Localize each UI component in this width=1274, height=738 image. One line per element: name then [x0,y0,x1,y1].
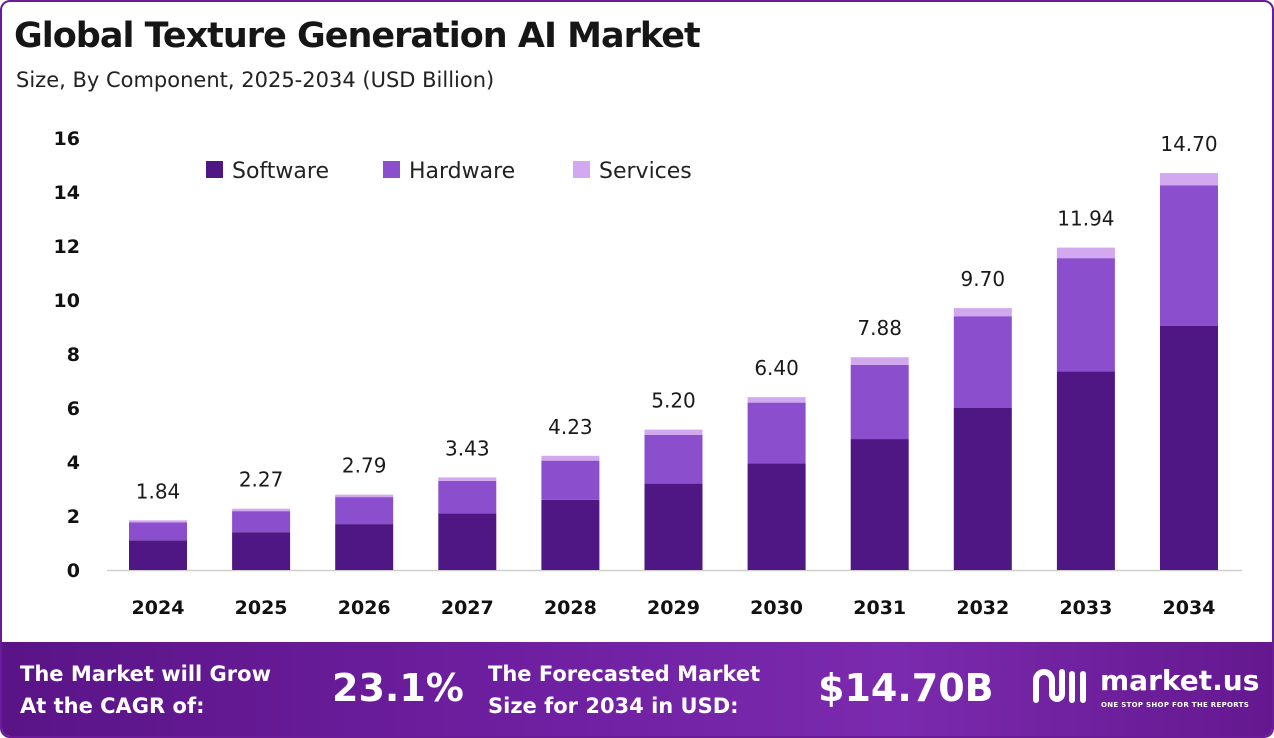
x-tick-label-2025: 2025 [235,597,288,619]
cagr-label: The Market will Grow At the CAGR of: [20,658,271,722]
total-label-2029: 5.20 [651,389,696,413]
legend-label-software: Software [232,159,329,184]
forecast-value: $14.70B [818,666,994,710]
market-us-logo-icon [1033,669,1086,703]
bar-hardware-2029 [644,435,703,484]
total-label-2028: 4.23 [548,415,593,439]
bar-hardware-2031 [850,364,909,440]
y-tick-label: 14 [54,182,80,204]
bar-services-2033 [1056,247,1115,259]
bar-services-2027 [438,477,497,481]
bar-software-2024 [129,540,187,570]
total-label-2025: 2.27 [239,468,284,492]
x-tick-label-2028: 2028 [544,597,597,619]
legend-swatch-services [573,161,590,178]
cagr-label-line2: At the CAGR of: [20,694,205,718]
total-label-2030: 6.40 [754,356,799,380]
chart-title: Global Texture Generation AI Market [14,16,701,56]
y-tick-label: 10 [54,290,80,312]
total-label-2031: 7.88 [857,316,902,340]
x-tick-label-2034: 2034 [1163,597,1216,619]
bar-software-2034 [1160,325,1218,570]
bar-software-2032 [953,408,1012,570]
y-tick-label: 6 [67,398,80,420]
forecast-label: The Forecasted Market Size for 2034 in U… [488,658,760,722]
bar-software-2028 [541,499,600,570]
cagr-value: 23.1% [332,666,464,710]
bar-software-2030 [747,463,806,570]
bar-software-2026 [335,524,394,570]
bar-services-2025 [232,508,291,512]
x-tick-label-2026: 2026 [338,597,391,619]
y-tick-label: 8 [67,344,80,366]
x-tick-label-2030: 2030 [750,597,803,619]
y-tick-label: 12 [54,236,80,258]
total-label-2032: 9.70 [961,267,1006,291]
bar-hardware-2030 [747,402,806,464]
bar-software-2033 [1056,371,1115,570]
stacked-bar-chart: 0 2 4 6 8 10 12 14 16 1.84 2024 2.27 2025 2.79 2026 3.4… [54,128,1242,619]
bar-hardware-2033 [1056,258,1115,372]
bar-services-2026 [335,494,394,498]
bar-hardware-2026 [335,497,394,525]
bar-services-2029 [644,429,703,435]
forecast-label-line2: Size for 2034 in USD: [488,694,739,718]
y-tick-label: 4 [67,452,80,474]
bar-services-2031 [850,357,909,365]
legend-swatch-software [206,161,223,178]
bar-hardware-2024 [129,522,187,541]
x-tick-label-2027: 2027 [441,597,494,619]
total-label-2034: 14.70 [1160,132,1217,156]
total-label-2033: 11.94 [1057,207,1114,231]
y-tick-label: 16 [54,128,80,150]
bar-software-2025 [232,532,291,570]
bar-software-2029 [644,483,703,570]
summary-banner: The Market will Grow At the CAGR of: 23.… [2,642,1272,736]
brand-tagline: ONE STOP SHOP FOR THE REPORTS [1101,701,1250,709]
bar-hardware-2028 [541,460,600,500]
bar-services-2028 [541,455,600,461]
bar-services-2034 [1160,173,1218,186]
total-label-2026: 2.79 [342,454,387,478]
bar-hardware-2034 [1160,185,1218,326]
legend-label-hardware: Hardware [409,159,515,184]
bar-services-2030 [747,397,806,403]
forecast-label-line1: The Forecasted Market [488,662,761,686]
y-tick-label: 2 [67,506,80,528]
bar-hardware-2032 [953,316,1012,408]
total-label-2024: 1.84 [136,479,181,503]
bar-hardware-2027 [438,480,497,514]
legend-label-services: Services [599,159,692,184]
x-tick-label-2032: 2032 [956,597,1009,619]
legend-swatch-hardware [383,161,400,178]
bar-software-2031 [850,439,909,570]
brand-name: market.us [1100,664,1260,697]
cagr-label-line1: The Market will Grow [20,662,271,686]
total-label-2027: 3.43 [445,436,490,460]
bar-services-2024 [129,520,187,523]
chart-subtitle: Size, By Component, 2025-2034 (USD Billi… [16,68,495,92]
y-tick-label: 0 [67,560,80,582]
x-tick-label-2024: 2024 [132,597,185,619]
bar-services-2032 [953,308,1012,317]
x-tick-label-2029: 2029 [647,597,700,619]
x-tick-label-2033: 2033 [1059,597,1112,619]
x-tick-label-2031: 2031 [853,597,906,619]
bar-software-2027 [438,513,497,570]
bar-hardware-2025 [232,511,291,533]
